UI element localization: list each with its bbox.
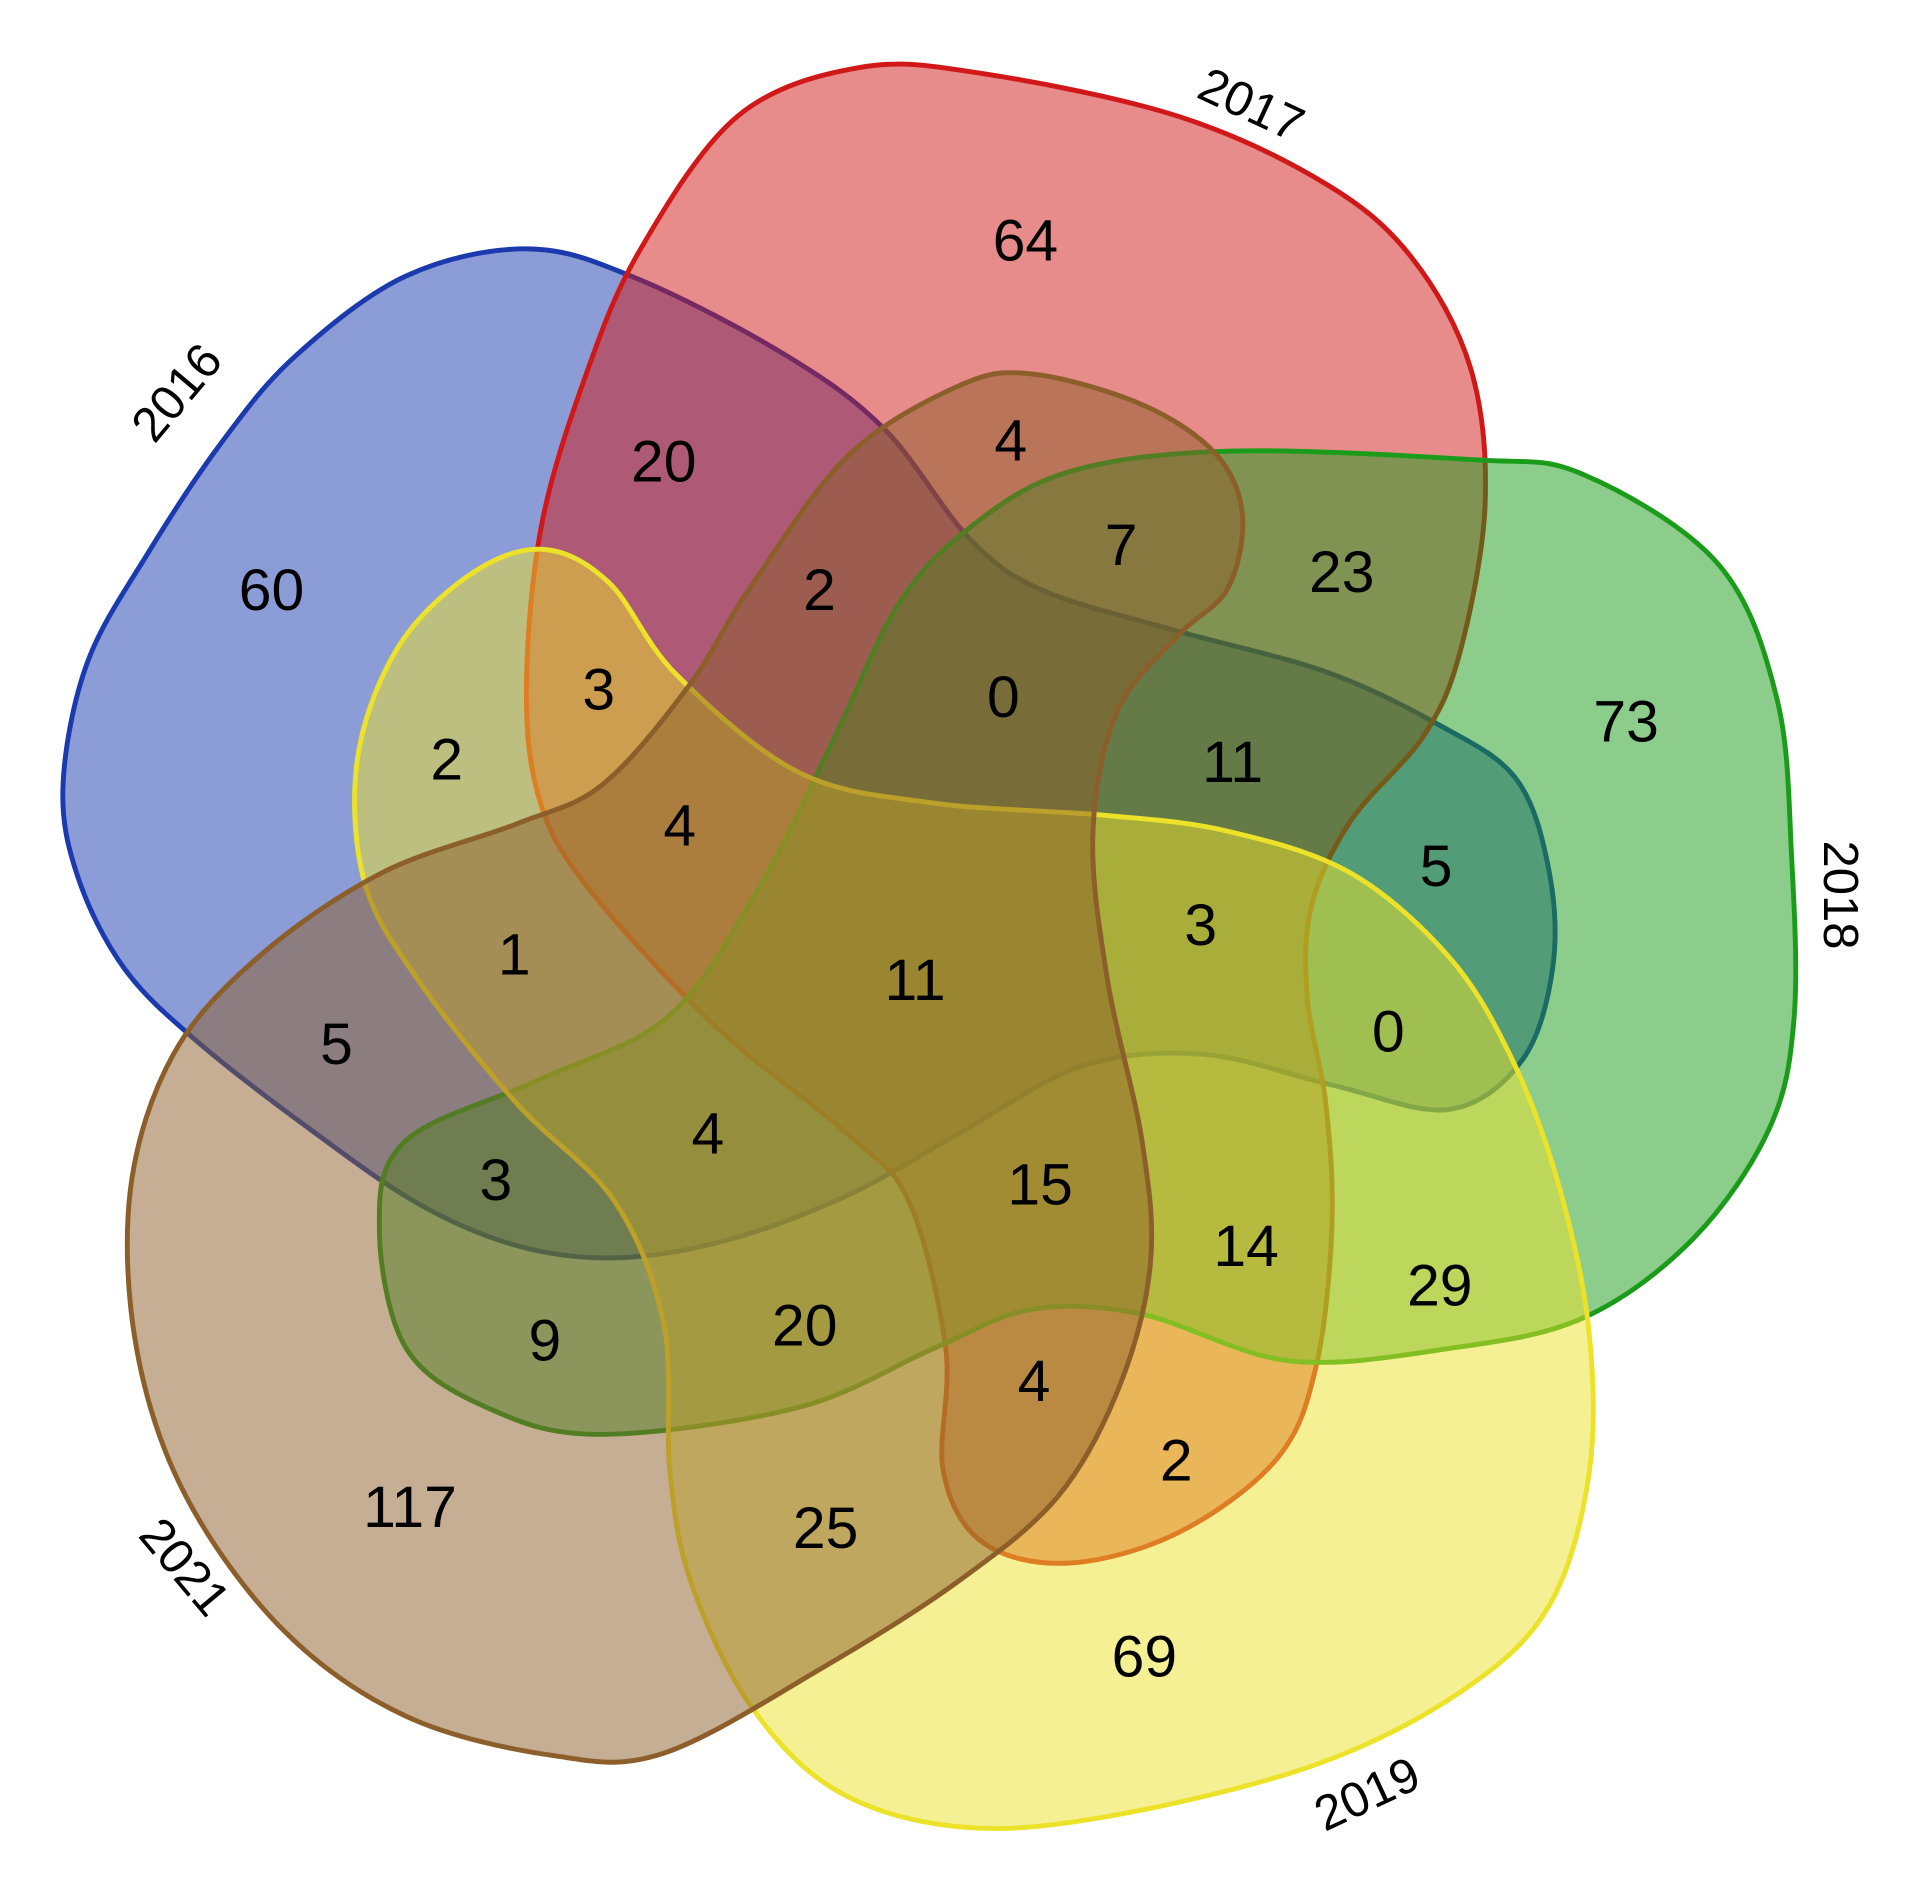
region-count: 5 bbox=[320, 1012, 353, 1077]
set-label: 2018 bbox=[1813, 840, 1867, 949]
region-count: 117 bbox=[363, 1475, 457, 1540]
region-counts: 60 64 73 69 117 20 4 7 23 2 0 3 2 11 4 5… bbox=[239, 209, 1659, 1690]
region-count: 5 bbox=[1420, 834, 1453, 899]
set-label: 2016 bbox=[121, 334, 232, 452]
region-count: 20 bbox=[631, 429, 696, 494]
set-shape bbox=[124, 370, 1246, 1765]
region-count: 3 bbox=[1184, 893, 1217, 958]
region-count: 15 bbox=[1007, 1153, 1072, 1218]
region-count: 2 bbox=[430, 727, 463, 792]
region-count: 14 bbox=[1213, 1214, 1278, 1279]
region-count: 11 bbox=[1202, 730, 1263, 795]
region-count: 73 bbox=[1593, 689, 1658, 754]
region-count: 3 bbox=[479, 1148, 512, 1213]
region-count: 4 bbox=[1018, 1349, 1051, 1414]
region-count: 69 bbox=[1112, 1625, 1177, 1690]
region-count: 4 bbox=[692, 1101, 725, 1166]
region-count: 1 bbox=[498, 922, 531, 987]
set-shapes bbox=[60, 61, 1799, 1831]
region-count: 11 bbox=[885, 948, 946, 1013]
region-count: 7 bbox=[1105, 513, 1138, 578]
region-count: 25 bbox=[793, 1496, 858, 1561]
region-count: 4 bbox=[994, 409, 1027, 474]
region-count: 64 bbox=[993, 209, 1058, 274]
region-count: 20 bbox=[772, 1294, 837, 1359]
region-count: 60 bbox=[239, 558, 304, 623]
region-count: 3 bbox=[582, 657, 615, 722]
region-count: 0 bbox=[987, 665, 1020, 730]
region-count: 2 bbox=[803, 558, 836, 623]
region-count: 29 bbox=[1407, 1253, 1472, 1318]
region-count: 23 bbox=[1309, 540, 1374, 605]
region-count: 0 bbox=[1372, 999, 1405, 1064]
region-count: 4 bbox=[663, 794, 696, 859]
region-count: 2 bbox=[1160, 1429, 1193, 1494]
region-count: 9 bbox=[528, 1308, 561, 1373]
